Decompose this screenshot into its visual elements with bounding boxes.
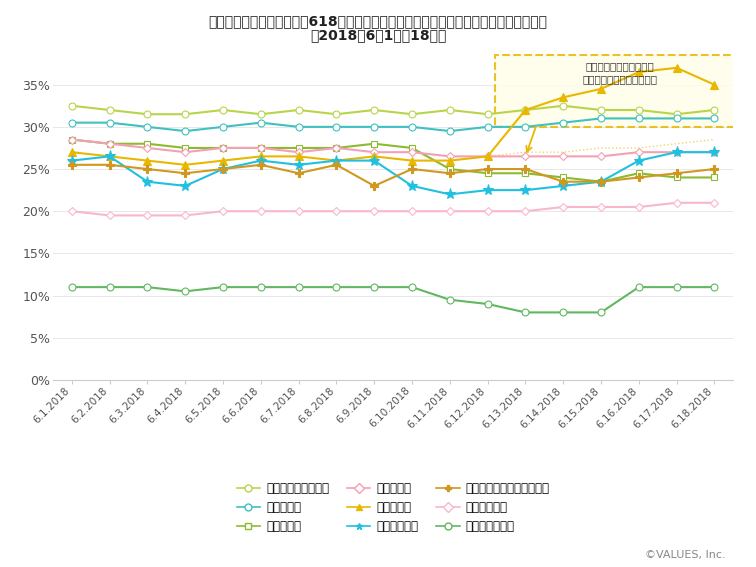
Text: ©VALUES, Inc.: ©VALUES, Inc. <box>645 550 726 560</box>
Text: アクティブユーザーのシェ: アクティブユーザーのシェ <box>582 75 658 84</box>
Legend: ショッピングアプリ, 総合アプリ, 金融アプリ, 音楽アプリ, ＥＣアプリ, ゲームアプリ, 生活・暮らしの便利アプリ, ＳＮＳアプリ, 電子書籍アプリ: ショッピングアプリ, 総合アプリ, 金融アプリ, 音楽アプリ, ＥＣアプリ, ゲ… <box>237 482 550 533</box>
Text: ＥＣアプリから流入した: ＥＣアプリから流入した <box>586 61 654 71</box>
Text: （2018年6月1日〜18日）: （2018年6月1日〜18日） <box>310 28 446 43</box>
Text: モバイルアプリから「京東618」のサイトに流入したアクティブユーザー数推移と詳細: モバイルアプリから「京東618」のサイトに流入したアクティブユーザー数推移と詳細 <box>209 14 547 28</box>
Bar <box>495 55 748 127</box>
